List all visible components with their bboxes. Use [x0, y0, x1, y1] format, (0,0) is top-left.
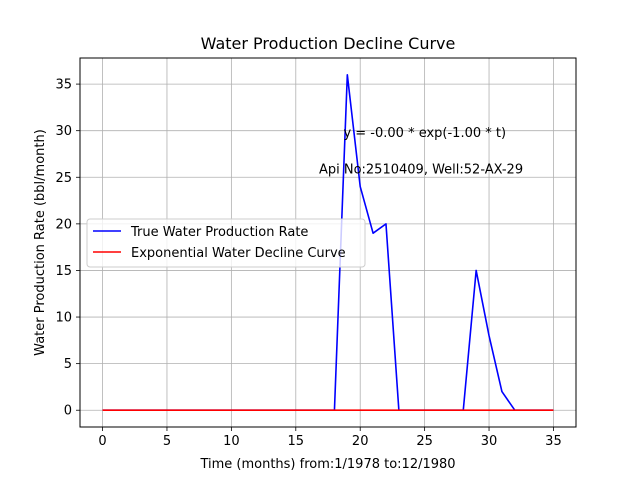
legend-label-true: True Water Production Rate	[130, 225, 308, 240]
plot-frame	[79, 57, 577, 428]
y-tick-label: 20	[55, 217, 72, 232]
y-tick-label: 35	[55, 78, 72, 93]
x-tick-label: 10	[223, 434, 240, 449]
y-tick-label: 15	[55, 264, 72, 279]
annotation-1: Api No:2510409, Well:52-AX-29	[319, 163, 523, 178]
x-axis-label: Time (months) from:1/1978 to:12/1980	[199, 457, 455, 472]
y-tick-label: 0	[64, 404, 72, 419]
x-tick-label: 15	[288, 434, 305, 449]
x-tick-label: 0	[98, 434, 106, 449]
x-tick-label: 5	[163, 434, 171, 449]
y-tick-label: 25	[55, 171, 72, 186]
x-tick-label: 20	[352, 434, 369, 449]
annotations: y = -0.00 * exp(-1.00 * t) Api No:2510409…	[319, 126, 523, 177]
legend: True Water Production Rate Exponential W…	[86, 218, 366, 268]
legend-label-exponential: Exponential Water Decline Curve	[131, 246, 346, 261]
x-tick-label: 35	[545, 434, 562, 449]
annotation-0: y = -0.00 * exp(-1.00 * t)	[343, 126, 506, 141]
y-tick-label: 5	[64, 357, 72, 372]
y-tick-label: 30	[55, 124, 72, 139]
chart-title: Water Production Decline Curve	[201, 34, 456, 53]
y-tick-label: 10	[55, 311, 72, 326]
series-lines	[102, 73, 554, 412]
x-tick-label: 25	[416, 434, 433, 449]
legend-box	[86, 218, 366, 268]
x-axis: 0 5 10 15 20 25 30 35	[98, 427, 562, 449]
y-axis: 0 5 10 15 20 25 30 35	[55, 78, 80, 419]
x-tick-label: 30	[481, 434, 498, 449]
y-axis-label: Water Production Rate (bbl/month)	[33, 129, 48, 356]
